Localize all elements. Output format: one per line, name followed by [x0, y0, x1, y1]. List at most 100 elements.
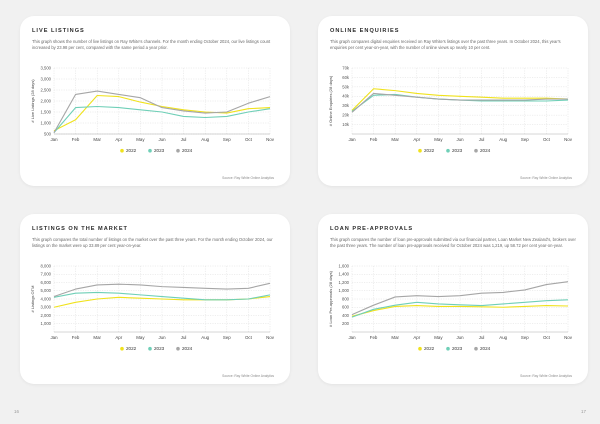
y-axis-label: # Online Enquiries (28 days) — [328, 75, 333, 126]
legend-label-2024: 2024 — [182, 346, 193, 351]
online-enquiries-card: ONLINE ENQUIRIES This graph compares dig… — [318, 16, 588, 186]
series-line-2022 — [53, 94, 271, 132]
x-tick-label: Sep — [223, 137, 231, 142]
chart-title: LISTINGS ON THE MARKET — [32, 226, 128, 232]
y-tick-label: 500 — [44, 131, 52, 136]
x-tick-label: Jul — [181, 137, 187, 142]
x-tick-label: Nov — [564, 137, 573, 142]
y-tick-label: 3,500 — [41, 65, 52, 70]
chart-description: This graph shows the number of live list… — [32, 39, 271, 50]
x-tick-label: Jun — [158, 137, 166, 142]
legend-label-2024: 2024 — [480, 148, 491, 153]
x-tick-label: Aug — [499, 137, 507, 142]
x-tick-label: Jan — [348, 137, 356, 142]
x-tick-label: Jan — [50, 137, 58, 142]
x-tick-label: Jul — [181, 335, 187, 340]
x-tick-label: Sep — [521, 335, 529, 340]
legend-marker-2024 — [474, 148, 478, 153]
y-tick-label: 2,000 — [41, 98, 52, 103]
chart-description: This graph compares the number of loan p… — [330, 237, 576, 248]
legend-label-2023: 2023 — [452, 148, 463, 153]
x-tick-label: May — [136, 335, 145, 340]
series-line-2023 — [351, 299, 569, 318]
series-line-2024 — [351, 92, 568, 113]
x-tick-label: Feb — [72, 335, 80, 340]
x-tick-label: May — [434, 137, 443, 142]
y-tick-label: 8,000 — [41, 263, 52, 268]
legend-marker-2024 — [176, 148, 180, 153]
y-tick-label: 6,000 — [41, 280, 52, 285]
series-line-2024 — [351, 281, 569, 316]
y-tick-label: 1,400 — [339, 272, 350, 277]
x-tick-label: Sep — [223, 335, 231, 340]
x-tick-label: Oct — [543, 137, 551, 142]
x-tick-label: Mar — [391, 137, 399, 142]
y-tick-label: 40k — [342, 94, 350, 99]
chart-source: Source: Ray White Online Analytics — [222, 176, 274, 180]
legend-label-2023: 2023 — [452, 346, 463, 351]
x-tick-label: Oct — [543, 335, 551, 340]
x-tick-label: Aug — [201, 335, 209, 340]
y-tick-label: 1,000 — [339, 288, 350, 293]
legend-label-2022: 2022 — [126, 346, 137, 351]
x-tick-label: Jan — [348, 335, 356, 340]
legend-marker-2024 — [176, 346, 180, 351]
x-tick-label: Jan — [50, 335, 58, 340]
live-listings-card: LIVE LISTINGS This graph shows the numbe… — [20, 16, 290, 186]
y-tick-label: 1,200 — [339, 280, 350, 285]
x-tick-label: Jun — [456, 137, 464, 142]
legend-marker-2023 — [446, 148, 450, 153]
chart-description: This graph compares the total number of … — [32, 237, 273, 248]
x-tick-label: Oct — [245, 137, 253, 142]
x-tick-label: Nov — [564, 335, 573, 340]
chart-source: Source: Ray White Online Analytics — [520, 374, 572, 378]
page-number-right: 17 — [580, 409, 586, 414]
y-tick-label: 200 — [342, 321, 350, 326]
y-tick-label: 3,000 — [41, 76, 52, 81]
x-tick-label: Mar — [391, 335, 399, 340]
y-tick-label: 400 — [342, 313, 350, 318]
page-number-left: 16 — [14, 409, 20, 414]
chart-title: ONLINE ENQUIRIES — [330, 28, 400, 34]
legend-marker-2022 — [418, 148, 422, 153]
legend-marker-2023 — [446, 346, 450, 351]
series-line-2022 — [351, 88, 569, 111]
legend-label-2023: 2023 — [154, 346, 165, 351]
listings-on-market-chart: 1,000 2,000 3,000 4,000 5,000 6,000 7,000 8,000… — [30, 263, 275, 351]
y-tick-label: 2,000 — [41, 313, 52, 318]
y-tick-label: 20k — [342, 113, 350, 118]
chart-source: Source: Ray White Online Analytics — [222, 374, 274, 378]
legend-marker-2023 — [148, 148, 152, 153]
x-tick-label: Jun — [158, 335, 166, 340]
y-tick-label: 1,600 — [339, 263, 350, 268]
x-tick-label: Jun — [456, 335, 464, 340]
series-line-2023 — [53, 105, 271, 134]
y-tick-label: 1,000 — [41, 120, 52, 125]
chart-title: LOAN PRE-APPROVALS — [330, 226, 414, 232]
y-tick-label: 1,500 — [41, 109, 52, 114]
x-tick-label: Apr — [115, 137, 122, 142]
chart-source: Source: Ray White Online Analytics — [520, 176, 572, 180]
x-tick-label: Nov — [266, 335, 275, 340]
series-line-2024 — [53, 90, 271, 133]
legend-label-2024: 2024 — [182, 148, 193, 153]
y-tick-label: 5,000 — [41, 288, 52, 293]
legend-label-2024: 2024 — [480, 346, 491, 351]
x-tick-label: Feb — [370, 137, 378, 142]
y-tick-label: 70k — [342, 65, 350, 70]
y-tick-label: 4,000 — [41, 296, 52, 301]
series-line-2022 — [351, 305, 569, 317]
y-tick-label: 3,000 — [41, 305, 52, 310]
y-axis-label: # Listings OTM — [30, 286, 35, 313]
series-line-2023 — [53, 291, 271, 301]
y-tick-label: 60k — [342, 75, 350, 80]
y-tick-label: 800 — [342, 296, 350, 301]
legend-marker-2022 — [120, 148, 124, 153]
x-tick-label: Apr — [413, 335, 420, 340]
legend-marker-2024 — [474, 346, 478, 351]
y-tick-label: 10k — [342, 122, 350, 127]
legend-label-2022: 2022 — [424, 148, 435, 153]
x-tick-label: Oct — [245, 335, 253, 340]
x-tick-label: May — [136, 137, 145, 142]
listings-on-market-card: LISTINGS ON THE MARKET This graph compar… — [20, 214, 290, 384]
